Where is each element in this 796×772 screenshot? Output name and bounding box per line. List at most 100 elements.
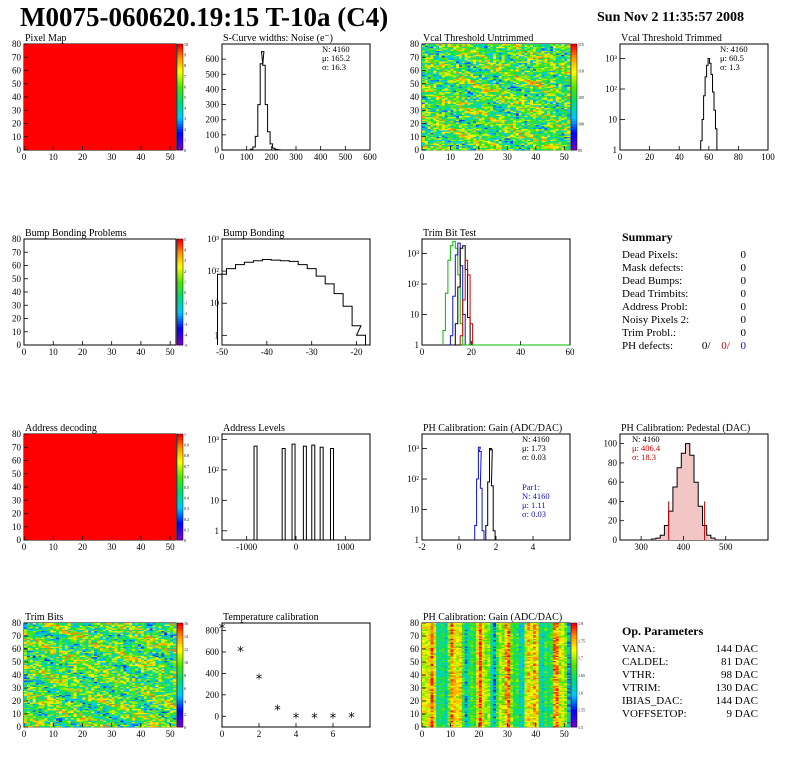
heatmap-cell xyxy=(524,74,528,77)
heatmap-cell xyxy=(555,102,559,104)
heatmap-cell xyxy=(507,85,511,87)
heatmap-cell xyxy=(561,135,565,138)
heatmap-cell xyxy=(427,128,431,131)
heatmap-cell xyxy=(558,94,562,96)
heatmap-cell xyxy=(439,54,443,57)
heatmap-cell xyxy=(439,148,443,151)
heatmap-cell xyxy=(558,45,562,47)
heatmap-cell xyxy=(427,139,431,142)
heatmap-cell xyxy=(530,115,534,118)
heatmap-cell xyxy=(424,55,428,58)
heatmap-cell xyxy=(484,62,488,65)
palette-label: 115 xyxy=(578,42,584,47)
heatmap-cell xyxy=(459,102,463,104)
heatmap-cell xyxy=(504,116,508,119)
heatmap-cell xyxy=(24,637,28,639)
heatmap-cell xyxy=(510,91,514,94)
heatmap-cell xyxy=(430,127,434,130)
heatmap-cell xyxy=(498,131,502,134)
heatmap-cell xyxy=(538,74,542,77)
palette-swatch xyxy=(177,331,183,335)
heatmap-cell xyxy=(493,114,497,116)
heatmap-cell xyxy=(524,94,528,96)
heatmap-cell xyxy=(504,120,508,123)
heatmap-cell xyxy=(453,51,457,54)
heatmap-cell xyxy=(558,111,562,114)
heatmap-cell xyxy=(507,99,511,102)
palette-swatch xyxy=(571,65,577,69)
heatmap-cell xyxy=(26,665,31,668)
heatmap-cell xyxy=(493,147,497,149)
heatmap-cell xyxy=(436,55,440,58)
heatmap-cell xyxy=(478,116,483,119)
heatmap-cell xyxy=(453,139,457,142)
heatmap-cell xyxy=(533,122,537,124)
heatmap-cell xyxy=(422,73,426,75)
heatmap-cell xyxy=(541,142,545,144)
heatmap-cell xyxy=(547,66,551,69)
heatmap-cell xyxy=(547,127,551,130)
heatmap-cell xyxy=(521,103,525,106)
heatmap-cell xyxy=(527,104,531,107)
heatmap-cell xyxy=(510,46,514,49)
heatmap-cell xyxy=(427,85,431,87)
heatmap-cell xyxy=(558,90,562,93)
heatmap-cell xyxy=(501,130,505,132)
heatmap-cell xyxy=(464,148,468,151)
heatmap-cell xyxy=(447,127,451,130)
heatmap-cell xyxy=(498,81,502,83)
heatmap-cell xyxy=(453,146,457,148)
heatmap-cell xyxy=(476,51,480,54)
heatmap-cell xyxy=(496,123,500,126)
heatmap-cell xyxy=(527,106,531,108)
heatmap-cell xyxy=(467,140,471,143)
heatmap-cell xyxy=(487,45,491,47)
heatmap-cell xyxy=(467,54,471,57)
heatmap-cell xyxy=(501,47,505,50)
heatmap-cell xyxy=(484,126,488,128)
palette-label: 0.5 xyxy=(184,485,189,490)
heatmap-cell xyxy=(29,707,34,710)
heatmap-cell xyxy=(456,87,460,90)
heatmap-cell xyxy=(464,75,468,78)
heatmap-cell xyxy=(453,148,457,151)
heatmap-cell xyxy=(450,83,454,86)
heatmap-cell xyxy=(450,89,454,91)
heatmap-cell xyxy=(447,90,451,93)
heatmap-cell xyxy=(436,98,440,100)
heatmap-cell xyxy=(552,77,557,79)
heatmap-cell xyxy=(481,77,485,79)
heatmap-cell xyxy=(436,146,440,148)
heatmap-cell xyxy=(24,677,28,680)
heatmap-cell xyxy=(481,148,485,151)
heatmap-cell xyxy=(547,102,551,104)
heatmap-cell xyxy=(561,104,565,107)
heatmap-cell xyxy=(456,136,460,139)
heatmap-cell xyxy=(24,636,28,638)
heatmap-cell xyxy=(476,85,480,87)
heatmap-cell xyxy=(478,112,483,115)
heatmap-cell xyxy=(564,116,568,119)
heatmap-cell xyxy=(484,85,488,87)
heatmap-cell xyxy=(533,71,537,74)
heatmap-cell xyxy=(461,134,465,136)
heatmap-cell xyxy=(26,655,31,658)
heatmap-cell xyxy=(533,144,537,147)
heatmap-cell xyxy=(527,54,531,57)
heatmap-cell xyxy=(561,67,565,70)
heatmap-cell xyxy=(24,725,28,728)
heatmap-cell xyxy=(510,120,514,123)
heatmap-cell xyxy=(541,91,545,94)
palette-label: 0.6 xyxy=(184,474,189,479)
heatmap-cell xyxy=(504,102,508,104)
heatmap-cell xyxy=(501,118,505,120)
heatmap-cell xyxy=(507,138,511,140)
heatmap-cell xyxy=(487,124,491,127)
heatmap-cell xyxy=(541,118,545,120)
heatmap-cell xyxy=(524,134,528,136)
heatmap-cell xyxy=(439,69,443,71)
heatmap-cell xyxy=(26,694,31,697)
heatmap-cell xyxy=(538,86,542,89)
heatmap-cell xyxy=(456,85,460,87)
